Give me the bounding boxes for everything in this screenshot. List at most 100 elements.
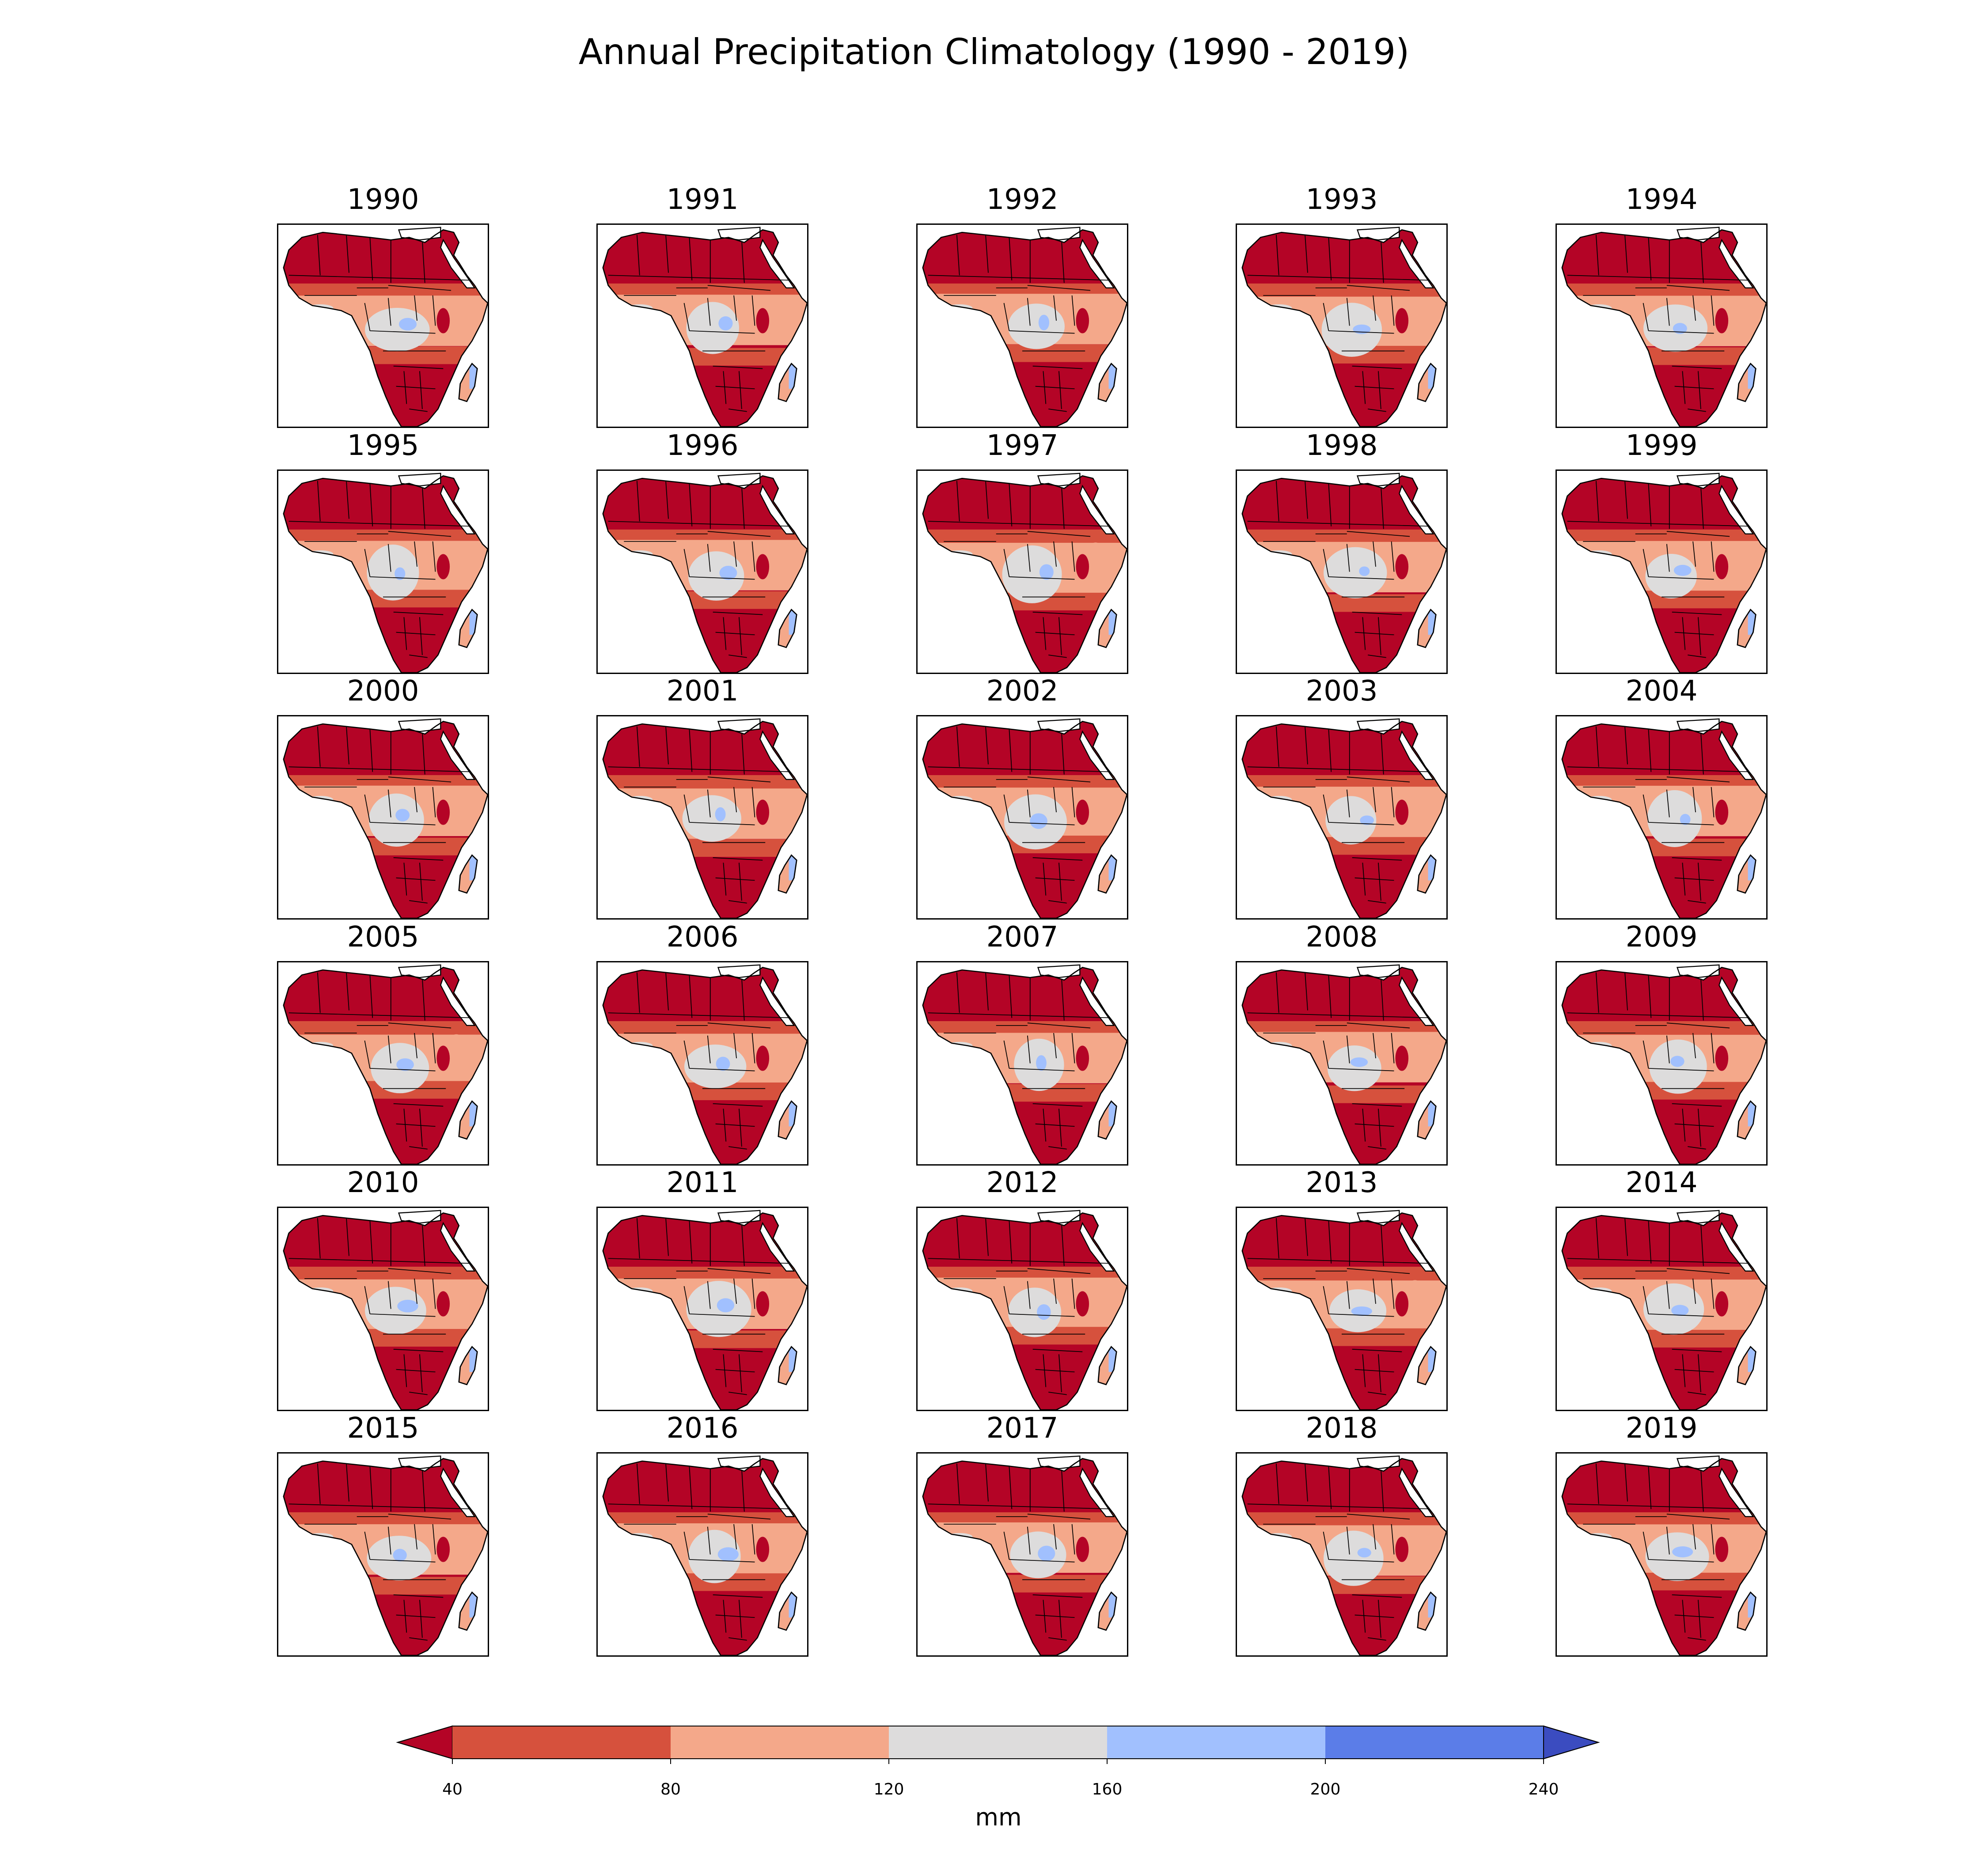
map-frame bbox=[1236, 961, 1448, 1166]
panel-title: 2002 bbox=[986, 675, 1058, 708]
map-frame bbox=[596, 223, 808, 428]
colorbar-bin bbox=[452, 1726, 671, 1759]
colorbar-outline bbox=[396, 1726, 1600, 1759]
africa-map bbox=[283, 1455, 488, 1655]
africa-map bbox=[1561, 1455, 1766, 1655]
map-frame bbox=[1555, 715, 1768, 920]
panel-title: 1997 bbox=[986, 429, 1058, 462]
africa-map bbox=[922, 964, 1127, 1164]
map-frame bbox=[596, 1452, 808, 1657]
panel-title: 2014 bbox=[1625, 1166, 1698, 1199]
panel-title: 2003 bbox=[1305, 675, 1378, 708]
map-panel: 2012 bbox=[916, 1166, 1128, 1411]
africa-map bbox=[283, 473, 488, 673]
africa-map bbox=[283, 227, 488, 427]
map-frame bbox=[1236, 223, 1448, 428]
africa-map bbox=[283, 1210, 488, 1410]
map-panel: 1993 bbox=[1236, 183, 1448, 428]
map-frame bbox=[277, 1452, 489, 1657]
africa-map bbox=[922, 227, 1127, 427]
africa-map bbox=[1561, 227, 1766, 427]
map-panel: 2016 bbox=[596, 1412, 808, 1657]
map-panel: 2008 bbox=[1236, 921, 1448, 1166]
map-frame bbox=[277, 223, 489, 428]
africa-map bbox=[1241, 227, 1446, 427]
africa-map bbox=[1561, 964, 1766, 1164]
panel-title: 2015 bbox=[347, 1412, 419, 1445]
panel-title: 1992 bbox=[986, 183, 1058, 216]
map-frame bbox=[596, 469, 808, 674]
map-panel: 2014 bbox=[1555, 1166, 1768, 1411]
colorbar-extend-low bbox=[396, 1725, 453, 1760]
africa-map bbox=[1561, 1210, 1766, 1410]
map-panel: 2007 bbox=[916, 921, 1128, 1166]
map-panel: 2006 bbox=[596, 921, 808, 1166]
panel-title: 1999 bbox=[1625, 429, 1698, 462]
map-panel: 2002 bbox=[916, 675, 1128, 920]
panel-title: 2007 bbox=[986, 921, 1058, 954]
map-panel: 1999 bbox=[1555, 429, 1768, 674]
map-frame bbox=[916, 1452, 1128, 1657]
map-panel: 1992 bbox=[916, 183, 1128, 428]
colorbar-tick-label: 120 bbox=[873, 1780, 904, 1798]
colorbar-extend-high bbox=[1543, 1725, 1600, 1760]
panel-title: 2010 bbox=[347, 1166, 419, 1199]
map-frame bbox=[1236, 1452, 1448, 1657]
africa-map bbox=[602, 227, 807, 427]
colorbar-bin bbox=[671, 1726, 889, 1759]
panel-title: 2004 bbox=[1625, 675, 1698, 708]
map-frame bbox=[277, 469, 489, 674]
africa-map bbox=[922, 1455, 1127, 1655]
africa-map bbox=[1561, 718, 1766, 918]
panel-title: 2012 bbox=[986, 1166, 1058, 1199]
africa-map bbox=[1561, 473, 1766, 673]
map-panel: 2011 bbox=[596, 1166, 808, 1411]
panel-title: 2008 bbox=[1305, 921, 1378, 954]
map-frame bbox=[1236, 469, 1448, 674]
map-panel: 1991 bbox=[596, 183, 808, 428]
map-panel: 2009 bbox=[1555, 921, 1768, 1166]
colorbar-bin bbox=[1325, 1726, 1544, 1759]
map-panel: 2000 bbox=[277, 675, 489, 920]
africa-map bbox=[1241, 1455, 1446, 1655]
africa-map bbox=[1241, 964, 1446, 1164]
map-frame bbox=[596, 1207, 808, 1411]
map-panel: 1994 bbox=[1555, 183, 1768, 428]
colorbar-bin bbox=[1107, 1726, 1325, 1759]
colorbar-label: mm bbox=[975, 1803, 1022, 1831]
africa-map bbox=[602, 1210, 807, 1410]
colorbar-tick-label: 80 bbox=[660, 1780, 681, 1798]
colorbar-tick-label: 240 bbox=[1528, 1780, 1559, 1798]
africa-map bbox=[1241, 718, 1446, 918]
map-frame bbox=[596, 961, 808, 1166]
panel-title: 2017 bbox=[986, 1412, 1058, 1445]
africa-map bbox=[602, 718, 807, 918]
panel-title: 2006 bbox=[666, 921, 739, 954]
map-frame bbox=[1236, 1207, 1448, 1411]
map-panel: 1995 bbox=[277, 429, 489, 674]
map-panel: 2004 bbox=[1555, 675, 1768, 920]
map-frame bbox=[1555, 223, 1768, 428]
map-frame bbox=[916, 223, 1128, 428]
map-panel: 1997 bbox=[916, 429, 1128, 674]
colorbar-tick-label: 200 bbox=[1310, 1780, 1341, 1798]
chart-title: Annual Precipitation Climatology (1990 -… bbox=[578, 31, 1410, 72]
map-frame bbox=[1555, 1207, 1768, 1411]
africa-map bbox=[602, 964, 807, 1164]
panel-title: 2019 bbox=[1625, 1412, 1698, 1445]
africa-map bbox=[922, 1210, 1127, 1410]
panel-title: 1991 bbox=[666, 183, 739, 216]
africa-map bbox=[922, 718, 1127, 918]
map-frame bbox=[596, 715, 808, 920]
africa-map bbox=[1241, 1210, 1446, 1410]
panel-title: 2016 bbox=[666, 1412, 739, 1445]
panel-title: 1990 bbox=[347, 183, 419, 216]
panel-title: 2018 bbox=[1305, 1412, 1378, 1445]
africa-map bbox=[1241, 473, 1446, 673]
panel-title: 1995 bbox=[347, 429, 419, 462]
map-frame bbox=[277, 1207, 489, 1411]
africa-map bbox=[283, 718, 488, 918]
map-frame bbox=[916, 715, 1128, 920]
map-panel: 2015 bbox=[277, 1412, 489, 1657]
map-frame bbox=[1555, 469, 1768, 674]
